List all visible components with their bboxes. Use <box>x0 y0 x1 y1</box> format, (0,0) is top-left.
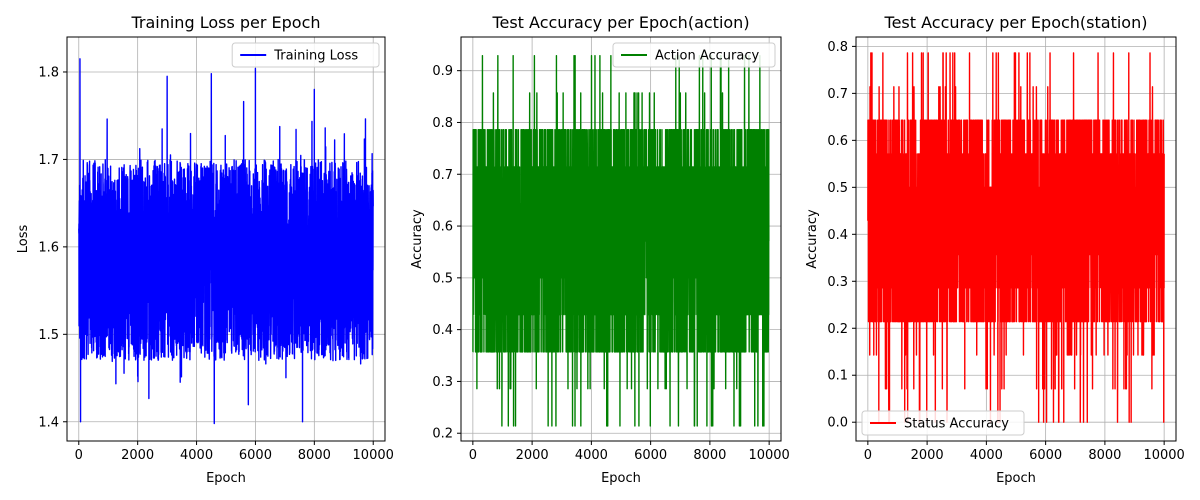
y-tick-label: 0.2 <box>432 427 453 442</box>
y-tick-label: 1.7 <box>38 153 59 168</box>
y-tick-label: 0.7 <box>432 168 453 183</box>
y-tick-label: 0.4 <box>432 323 453 338</box>
x-tick-label: 4000 <box>180 448 213 463</box>
y-tick-label: 0.0 <box>827 416 848 431</box>
legend-box <box>612 42 776 68</box>
y-tick-label: 0.3 <box>827 275 848 290</box>
x-tick-label: 2000 <box>516 448 549 463</box>
y-axis-label: Loss <box>16 225 31 254</box>
y-tick-label: 1.4 <box>38 415 59 430</box>
x-tick-label: 10000 <box>353 448 394 463</box>
y-tick-label: 0.8 <box>827 40 848 55</box>
series-line-3 <box>867 52 1165 423</box>
legend: Status Accuracy <box>861 410 1025 436</box>
y-axis-label: Accuracy <box>410 209 425 269</box>
series-line-2 <box>472 54 770 427</box>
x-tick-label: 6000 <box>239 448 272 463</box>
x-tick-label: 8000 <box>298 448 331 463</box>
x-tick-label: 4000 <box>575 448 608 463</box>
y-tick-label: 0.7 <box>827 87 848 102</box>
y-tick-label: 1.5 <box>38 328 59 343</box>
y-tick-label: 0.1 <box>827 369 848 384</box>
x-tick-label: 10000 <box>1143 448 1184 463</box>
y-tick-label: 0.5 <box>827 181 848 196</box>
y-tick-label: 0.4 <box>827 228 848 243</box>
x-tick-label: 0 <box>75 448 83 463</box>
x-axis-label: Epoch <box>601 471 641 486</box>
legend-box <box>861 410 1025 436</box>
axes-frame <box>855 36 1177 442</box>
series-line-1 <box>78 58 374 425</box>
x-tick-label: 6000 <box>634 448 667 463</box>
y-tick-label: 0.6 <box>827 134 848 149</box>
x-tick-label: 0 <box>469 448 477 463</box>
y-tick-label: 1.8 <box>38 65 59 80</box>
legend: Training Loss <box>231 42 380 68</box>
chart-title: Test Accuracy per Epoch(action) <box>491 13 749 32</box>
x-tick-label: 4000 <box>970 448 1003 463</box>
x-tick-label: 6000 <box>1029 448 1062 463</box>
legend: Action Accuracy <box>612 42 776 68</box>
y-tick-label: 0.6 <box>432 220 453 235</box>
x-tick-label: 2000 <box>911 448 944 463</box>
y-tick-label: 0.9 <box>432 64 453 79</box>
y-tick-label: 0.8 <box>432 116 453 131</box>
x-tick-label: 0 <box>864 448 872 463</box>
x-tick-label: 8000 <box>1088 448 1121 463</box>
chart-panel-3: 0 2000 4000 6000 8000 10000 0.0 0.1 0.2 0.3 0.4 0.5… <box>805 13 1185 486</box>
legend-label: Action Accuracy <box>655 49 760 64</box>
chart-title: Training Loss per Epoch <box>130 13 320 32</box>
x-axis-label: Epoch <box>996 471 1036 486</box>
chart-panel-1: 0 2000 4000 6000 8000 10000 1.4 1.5 1.6 1.7 1.8 Tra… <box>16 13 394 486</box>
axes-frame <box>66 36 386 442</box>
y-tick-label: 0.3 <box>432 375 453 390</box>
y-axis-label: Accuracy <box>805 209 820 269</box>
y-tick-label: 0.2 <box>827 322 848 337</box>
legend-box <box>231 42 380 68</box>
chart-title: Test Accuracy per Epoch(station) <box>884 13 1148 32</box>
x-tick-label: 8000 <box>693 448 726 463</box>
axes-frame <box>460 36 782 442</box>
y-tick-label: 1.6 <box>38 240 59 255</box>
chart-panel-2: 0 2000 4000 6000 8000 10000 0.2 0.3 0.4 0.5 0.6 0.7… <box>410 13 790 486</box>
x-axis-label: Epoch <box>206 471 246 486</box>
legend-label: Training Loss <box>273 49 358 64</box>
x-tick-label: 2000 <box>121 448 154 463</box>
y-tick-label: 0.5 <box>432 271 453 286</box>
x-tick-label: 10000 <box>748 448 789 463</box>
legend-label: Status Accuracy <box>904 417 1009 432</box>
